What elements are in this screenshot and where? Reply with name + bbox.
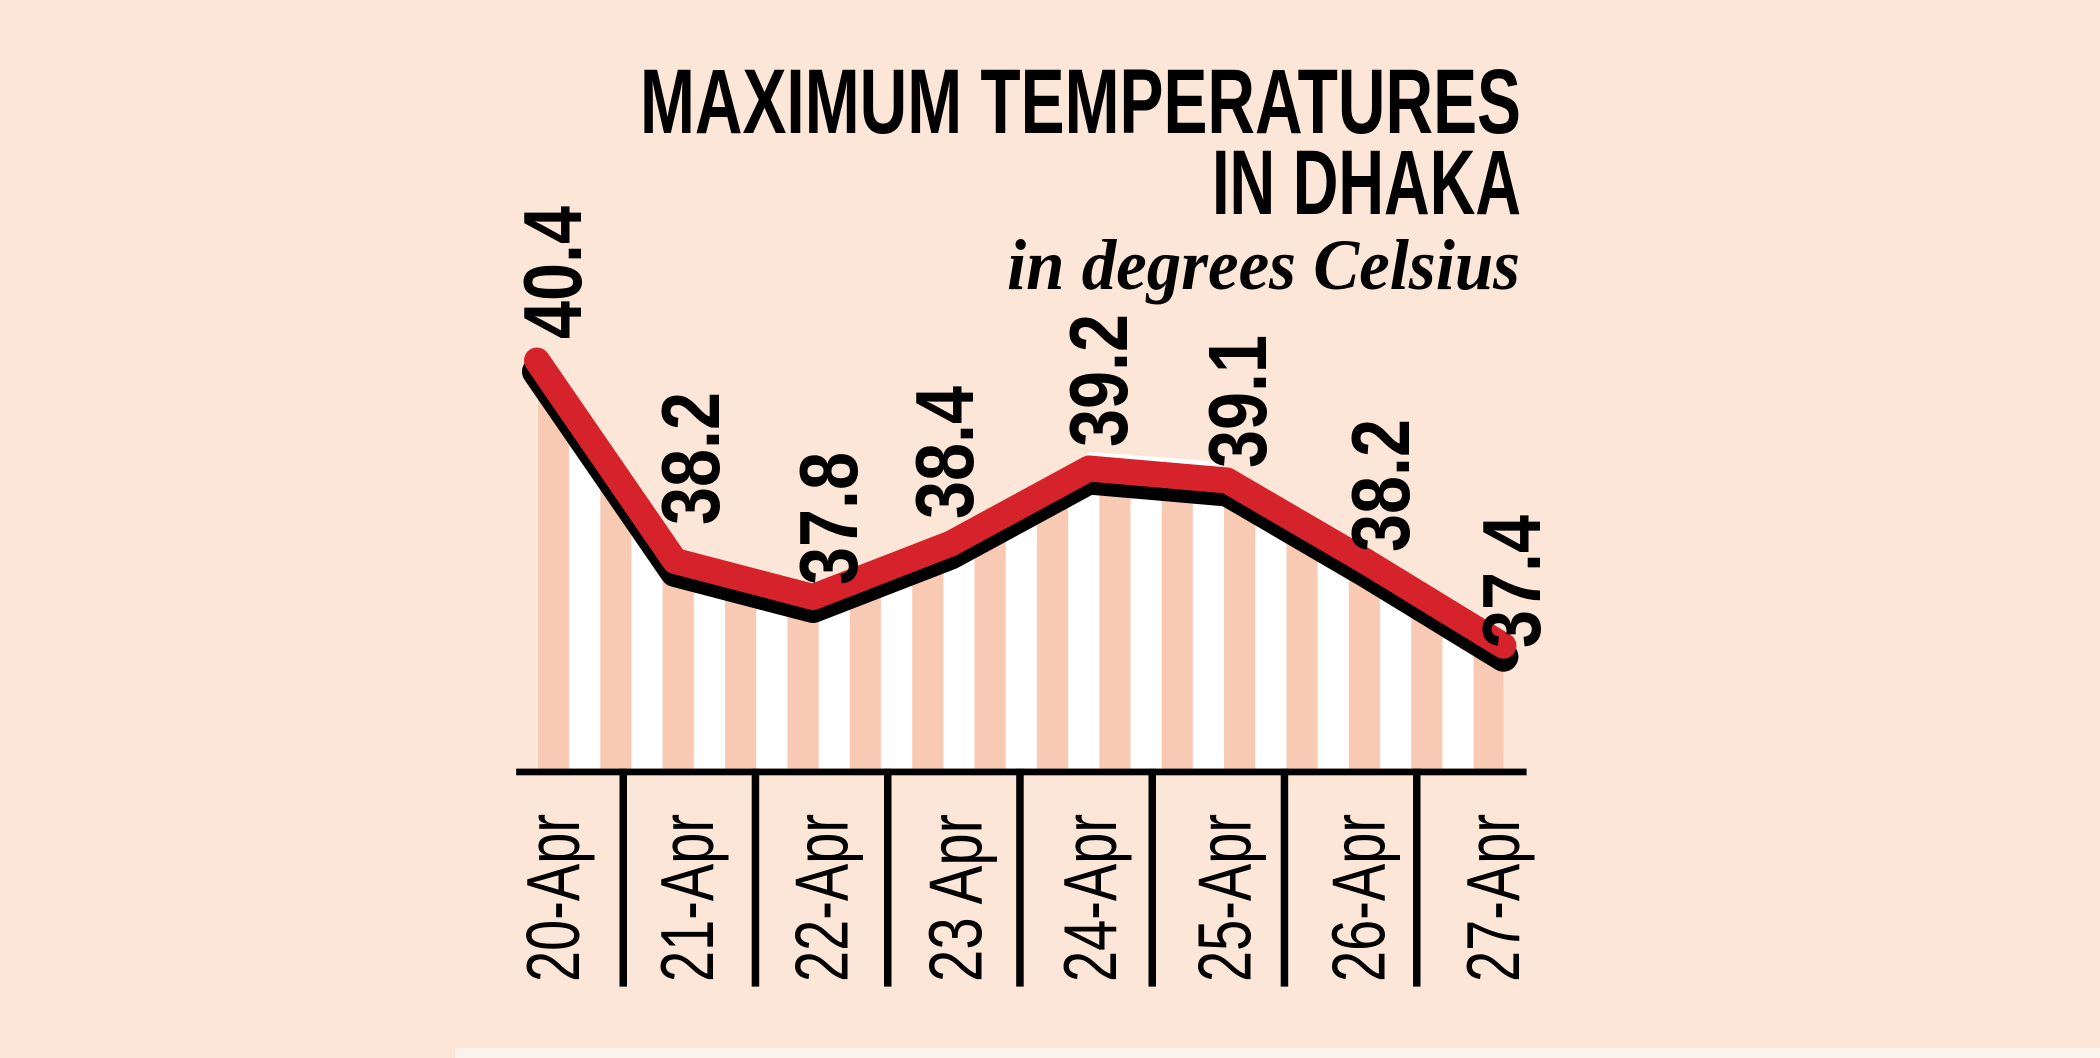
svg-text:23 Apr: 23 Apr bbox=[914, 814, 998, 982]
svg-text:37.8: 37.8 bbox=[782, 452, 875, 585]
svg-text:40.4: 40.4 bbox=[506, 206, 599, 339]
svg-text:38.4: 38.4 bbox=[898, 386, 991, 519]
svg-text:39.2: 39.2 bbox=[1052, 314, 1145, 447]
svg-text:26-Apr: 26-Apr bbox=[1317, 814, 1401, 982]
svg-text:22-Apr: 22-Apr bbox=[779, 814, 863, 982]
svg-text:21-Apr: 21-Apr bbox=[645, 814, 729, 982]
svg-text:38.2: 38.2 bbox=[1334, 419, 1427, 552]
svg-text:25-Apr: 25-Apr bbox=[1182, 814, 1266, 982]
svg-text:IN DHAKA: IN DHAKA bbox=[1212, 132, 1521, 234]
svg-text:38.2: 38.2 bbox=[644, 392, 737, 525]
svg-text:37.4: 37.4 bbox=[1465, 515, 1558, 648]
svg-text:24-Apr: 24-Apr bbox=[1048, 814, 1132, 982]
svg-text:in degrees Celsius: in degrees Celsius bbox=[1007, 225, 1520, 305]
svg-text:39.1: 39.1 bbox=[1191, 335, 1284, 468]
svg-text:20-Apr: 20-Apr bbox=[511, 814, 595, 982]
svg-text:27-Apr: 27-Apr bbox=[1451, 814, 1535, 982]
svg-text:MAXIMUM TEMPERATURES: MAXIMUM TEMPERATURES bbox=[640, 51, 1521, 153]
